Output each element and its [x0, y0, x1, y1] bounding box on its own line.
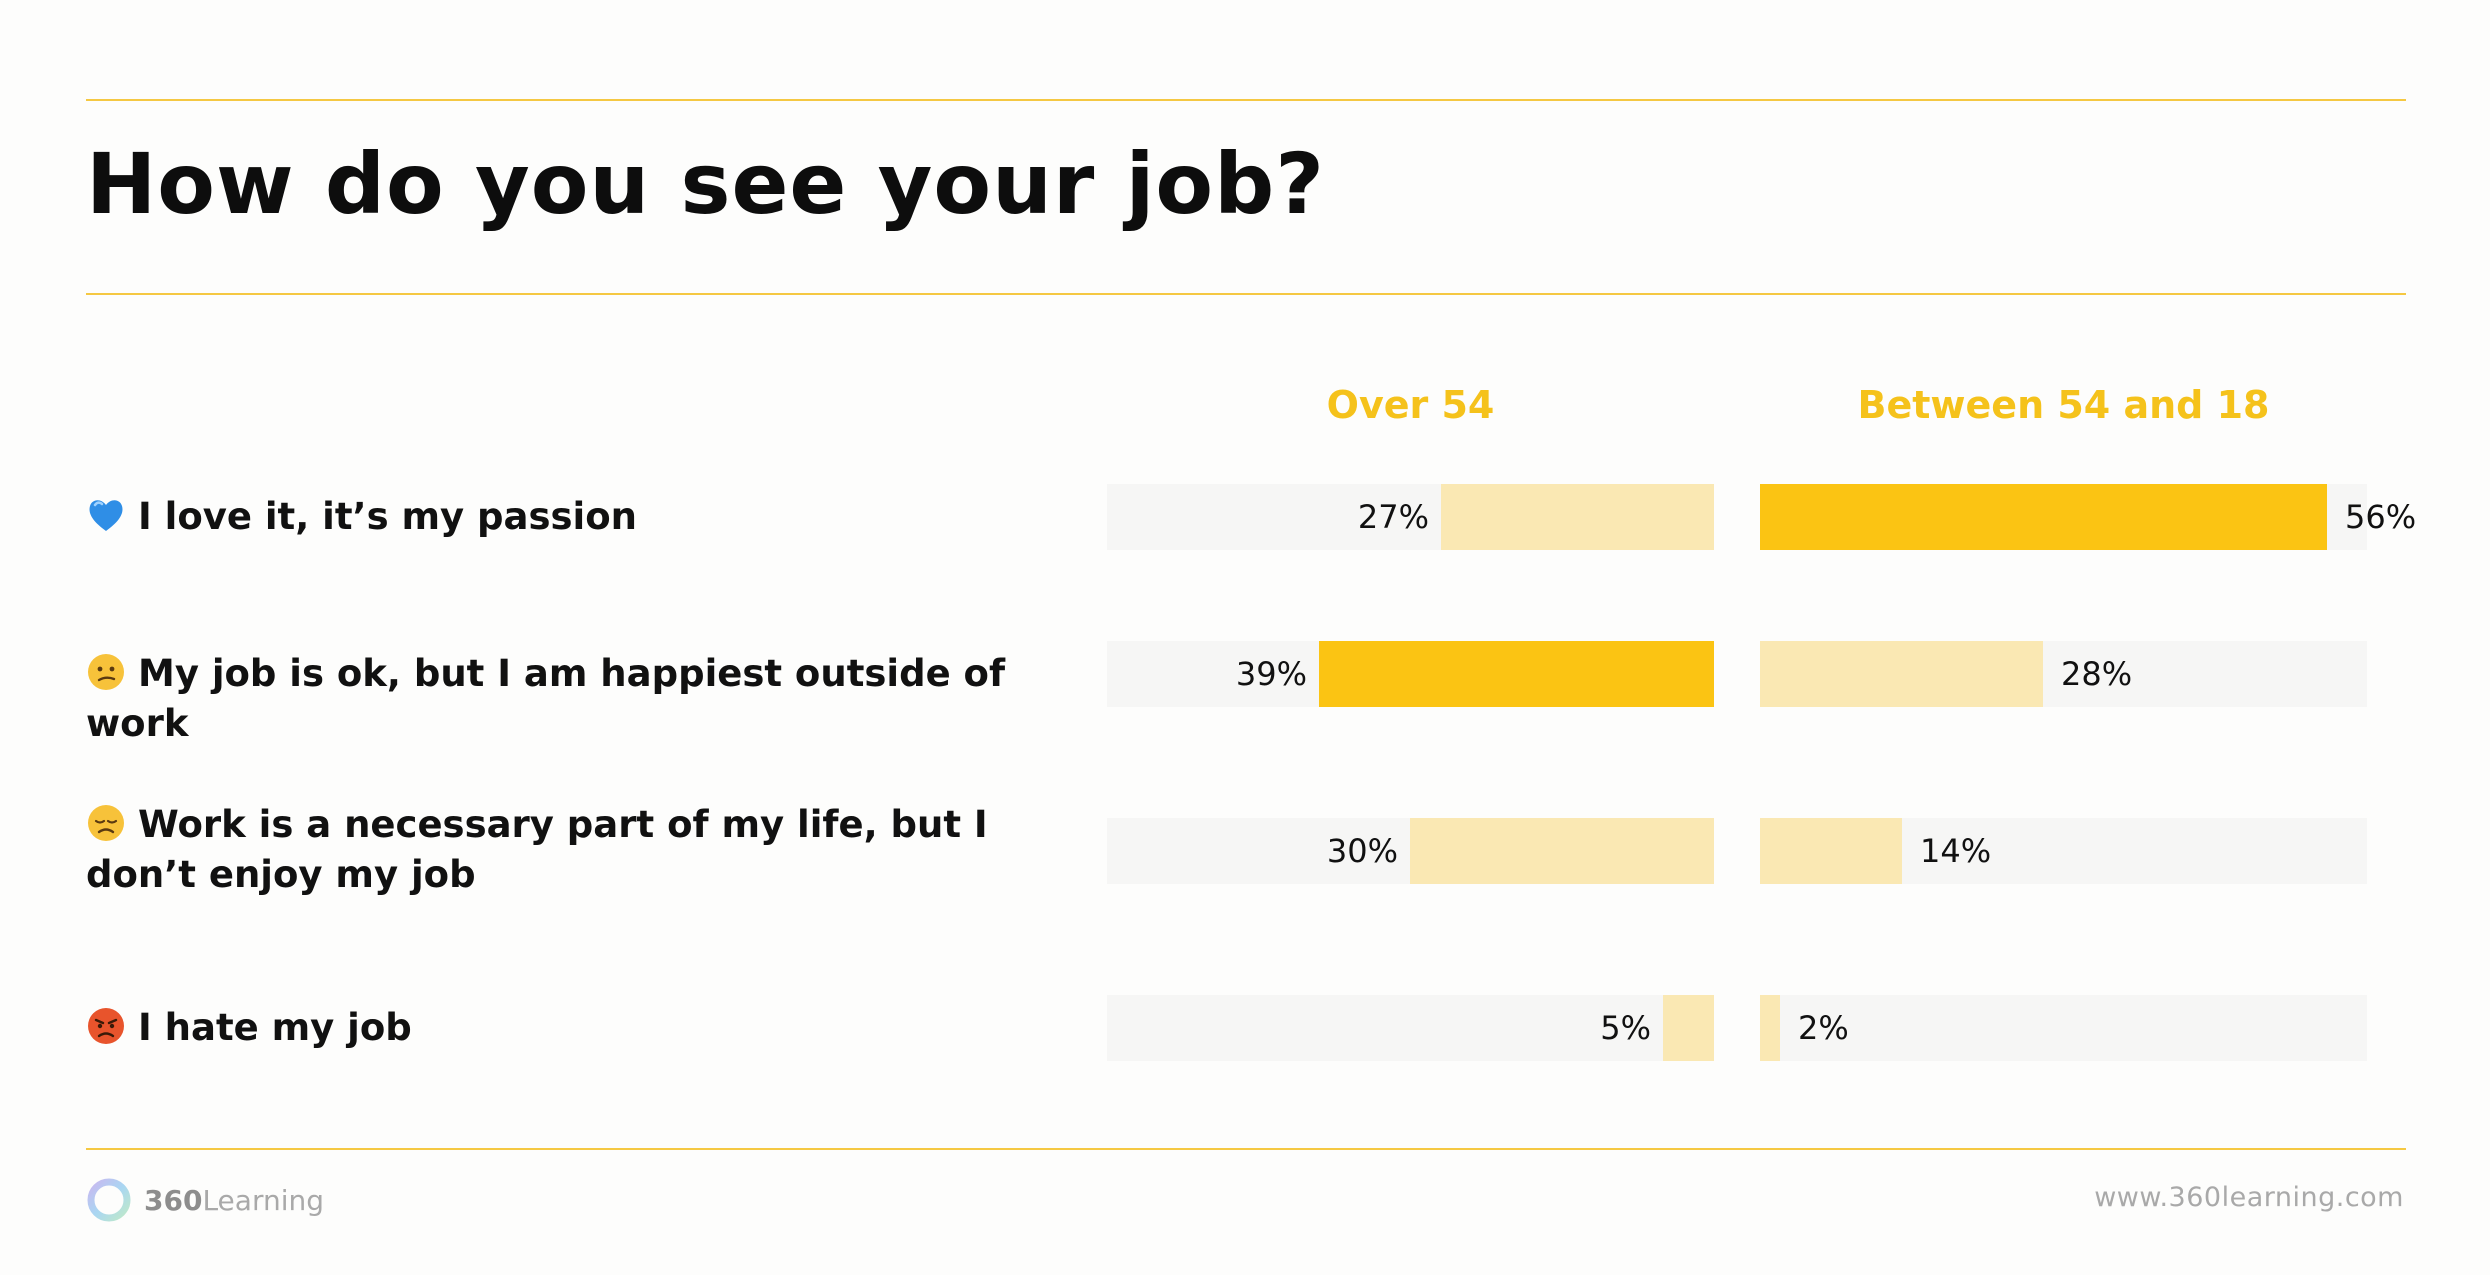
top-rule [86, 99, 2406, 101]
footer-rule [86, 1148, 2406, 1150]
bar [1663, 995, 1714, 1061]
bar-track: 5% [1107, 995, 1714, 1061]
disappointed-face-icon [88, 805, 124, 841]
bar-track: 28% [1760, 641, 2367, 707]
confused-face-icon [88, 654, 124, 690]
brand-name: 360Learning [144, 1183, 325, 1217]
bar [1441, 484, 1714, 550]
bar [1760, 995, 1780, 1061]
bar-track: 39% [1107, 641, 1714, 707]
bar [1760, 641, 2043, 707]
title-underline-rule [86, 293, 2406, 295]
category-label-text: I love it, it’s my passion [138, 495, 637, 538]
category-label: I love it, it’s my passion [86, 492, 1046, 542]
category-label: I hate my job [86, 1003, 1046, 1053]
blue-heart-icon [89, 500, 123, 531]
data-label: 28% [2061, 655, 2133, 693]
bar [1760, 484, 2327, 550]
brand-logo: 360Learning [86, 1174, 324, 1226]
column-header-between-54-and-18: Between 54 and 18 [1857, 383, 2270, 427]
data-label: 56% [2345, 498, 2417, 536]
page-title: How do you see your job? [86, 135, 1325, 233]
data-label: 2% [1798, 1009, 1849, 1047]
category-label-text: Work is a necessary part of my life, but… [86, 803, 988, 896]
data-label: 39% [1235, 655, 1307, 693]
category-label: Work is a necessary part of my life, but… [86, 800, 1046, 900]
bar-track: 27% [1107, 484, 1714, 550]
angry-face-icon [88, 1008, 124, 1044]
bar [1319, 641, 1714, 707]
footer-url: www.360learning.com [2094, 1182, 2404, 1213]
category-label: My job is ok, but I am happiest outside … [86, 649, 1046, 749]
data-label: 14% [1920, 832, 1992, 870]
bar-track: 2% [1760, 995, 2367, 1061]
bar [1410, 818, 1714, 884]
data-label: 5% [1600, 1009, 1651, 1047]
category-label-text: My job is ok, but I am happiest outside … [86, 652, 1006, 745]
category-label-text: I hate my job [138, 1006, 412, 1049]
bar-track: 14% [1760, 818, 2367, 884]
bar [1760, 818, 1902, 884]
bar-track: 30% [1107, 818, 1714, 884]
data-label: 30% [1326, 832, 1398, 870]
data-label: 27% [1357, 498, 1429, 536]
brand-ring-icon [87, 1178, 131, 1222]
column-header-over-54: Over 54 [1326, 383, 1495, 427]
bar-track: 56% [1760, 484, 2416, 550]
